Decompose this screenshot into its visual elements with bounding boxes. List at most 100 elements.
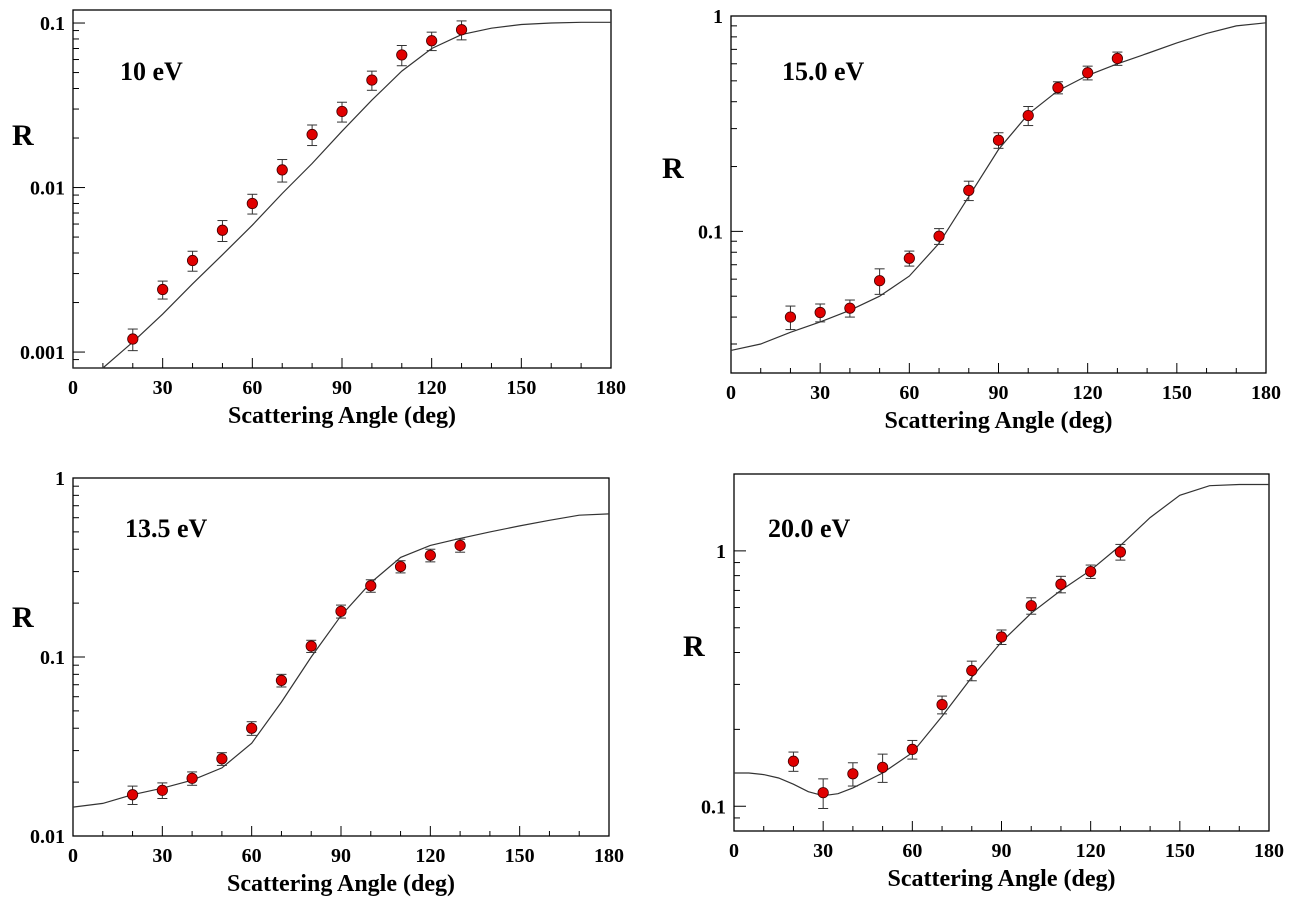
data-marker	[933, 230, 945, 242]
data-point	[992, 132, 1005, 149]
y-tick-label: 0.001	[20, 342, 65, 364]
x-tick-label: 180	[1251, 382, 1281, 404]
data-marker	[874, 275, 886, 287]
data-point	[844, 299, 856, 318]
x-tick-label: 150	[506, 377, 536, 399]
data-marker	[216, 224, 229, 236]
plot-10ev: 0 30 60 90 120 150 180 0.001 0.01 0.1 10 eV R Scatte…	[12, 9, 626, 429]
x-tick-label: 120	[417, 377, 447, 399]
y-axis-label: R	[12, 601, 34, 634]
data-marker	[1052, 82, 1064, 94]
y-axis-label: R	[662, 152, 684, 185]
data-point	[874, 268, 886, 295]
y-axis-label: R	[683, 630, 705, 663]
y-tick-label: 1	[55, 468, 65, 490]
data-point	[933, 228, 945, 245]
data-point	[216, 752, 228, 766]
data-marker	[1111, 52, 1123, 65]
x-tick-label: 30	[813, 840, 833, 862]
data-point	[784, 305, 797, 331]
data-point	[275, 673, 288, 688]
theory-curve	[734, 483, 1269, 797]
data-marker	[335, 605, 347, 617]
data-point	[1082, 65, 1094, 81]
data-marker	[396, 49, 408, 61]
data-point	[963, 180, 975, 202]
data-point	[936, 695, 948, 715]
data-point	[157, 280, 169, 300]
energy-label: 15.0 eV	[782, 57, 865, 86]
data-point	[817, 778, 829, 809]
data-point	[1085, 564, 1097, 579]
x-axis-label: Scattering Angle (deg)	[885, 408, 1113, 434]
data-marker	[336, 105, 348, 118]
x-tick-label: 90	[331, 845, 351, 867]
data-point	[335, 604, 347, 619]
x-axis-label: Scattering Angle (deg)	[227, 871, 455, 897]
data-point	[156, 782, 168, 799]
data-marker	[275, 674, 288, 687]
data-point	[1025, 597, 1037, 615]
data-marker	[157, 283, 169, 296]
data-marker	[1082, 67, 1094, 79]
data-marker	[246, 197, 258, 210]
x-tick-label: 150	[1162, 382, 1192, 404]
data-marker	[784, 311, 797, 323]
data-point	[276, 159, 288, 183]
data-point	[396, 45, 408, 67]
data-marker	[424, 549, 436, 561]
data-marker	[903, 252, 915, 264]
data-point	[787, 751, 800, 772]
x-tick-label: 150	[1165, 840, 1195, 862]
x-tick-label: 150	[505, 845, 535, 867]
data-marker	[1025, 600, 1037, 612]
data-marker	[276, 164, 288, 176]
theory-curve	[72, 513, 610, 808]
energy-label: 13.5 eV	[125, 514, 208, 543]
data-point	[455, 20, 468, 41]
y-tick-label: 1	[716, 541, 726, 563]
data-point	[995, 629, 1008, 645]
data-marker	[844, 302, 856, 314]
data-marker	[305, 640, 317, 652]
data-marker	[186, 772, 198, 784]
data-point	[365, 579, 377, 593]
energy-label: 20.0 eV	[768, 514, 851, 543]
x-tick-label: 30	[152, 845, 172, 867]
data-marker	[126, 789, 139, 801]
data-marker	[1114, 546, 1126, 558]
data-marker	[216, 753, 228, 765]
y-axis-label: R	[12, 119, 34, 152]
data-point	[426, 31, 438, 52]
data-marker	[877, 761, 889, 773]
data-point	[1022, 106, 1034, 127]
x-tick-label: 90	[332, 377, 352, 399]
x-tick-label: 90	[989, 382, 1009, 404]
x-tick-label: 60	[242, 377, 262, 399]
data-point	[216, 220, 229, 242]
data-point	[903, 250, 915, 267]
data-marker	[366, 74, 378, 86]
x-tick-label: 0	[68, 377, 78, 399]
data-point	[1052, 81, 1064, 95]
y-tick-label: 0.1	[698, 221, 723, 243]
data-point	[814, 303, 826, 323]
x-tick-label: 60	[902, 840, 922, 862]
data-marker	[847, 768, 859, 780]
data-marker	[394, 560, 407, 573]
data-point	[186, 250, 199, 272]
data-point	[186, 771, 198, 786]
data-marker	[186, 254, 199, 267]
x-tick-label: 180	[596, 377, 626, 399]
data-point	[336, 101, 348, 123]
theory-curve	[73, 21, 611, 369]
x-axis-label: Scattering Angle (deg)	[888, 866, 1116, 892]
x-tick-label: 120	[415, 845, 445, 867]
data-marker	[814, 306, 826, 319]
data-marker	[156, 784, 168, 796]
data-marker	[963, 184, 975, 196]
y-tick-label: 1	[713, 6, 723, 28]
data-marker	[995, 631, 1008, 643]
data-marker	[455, 24, 468, 36]
